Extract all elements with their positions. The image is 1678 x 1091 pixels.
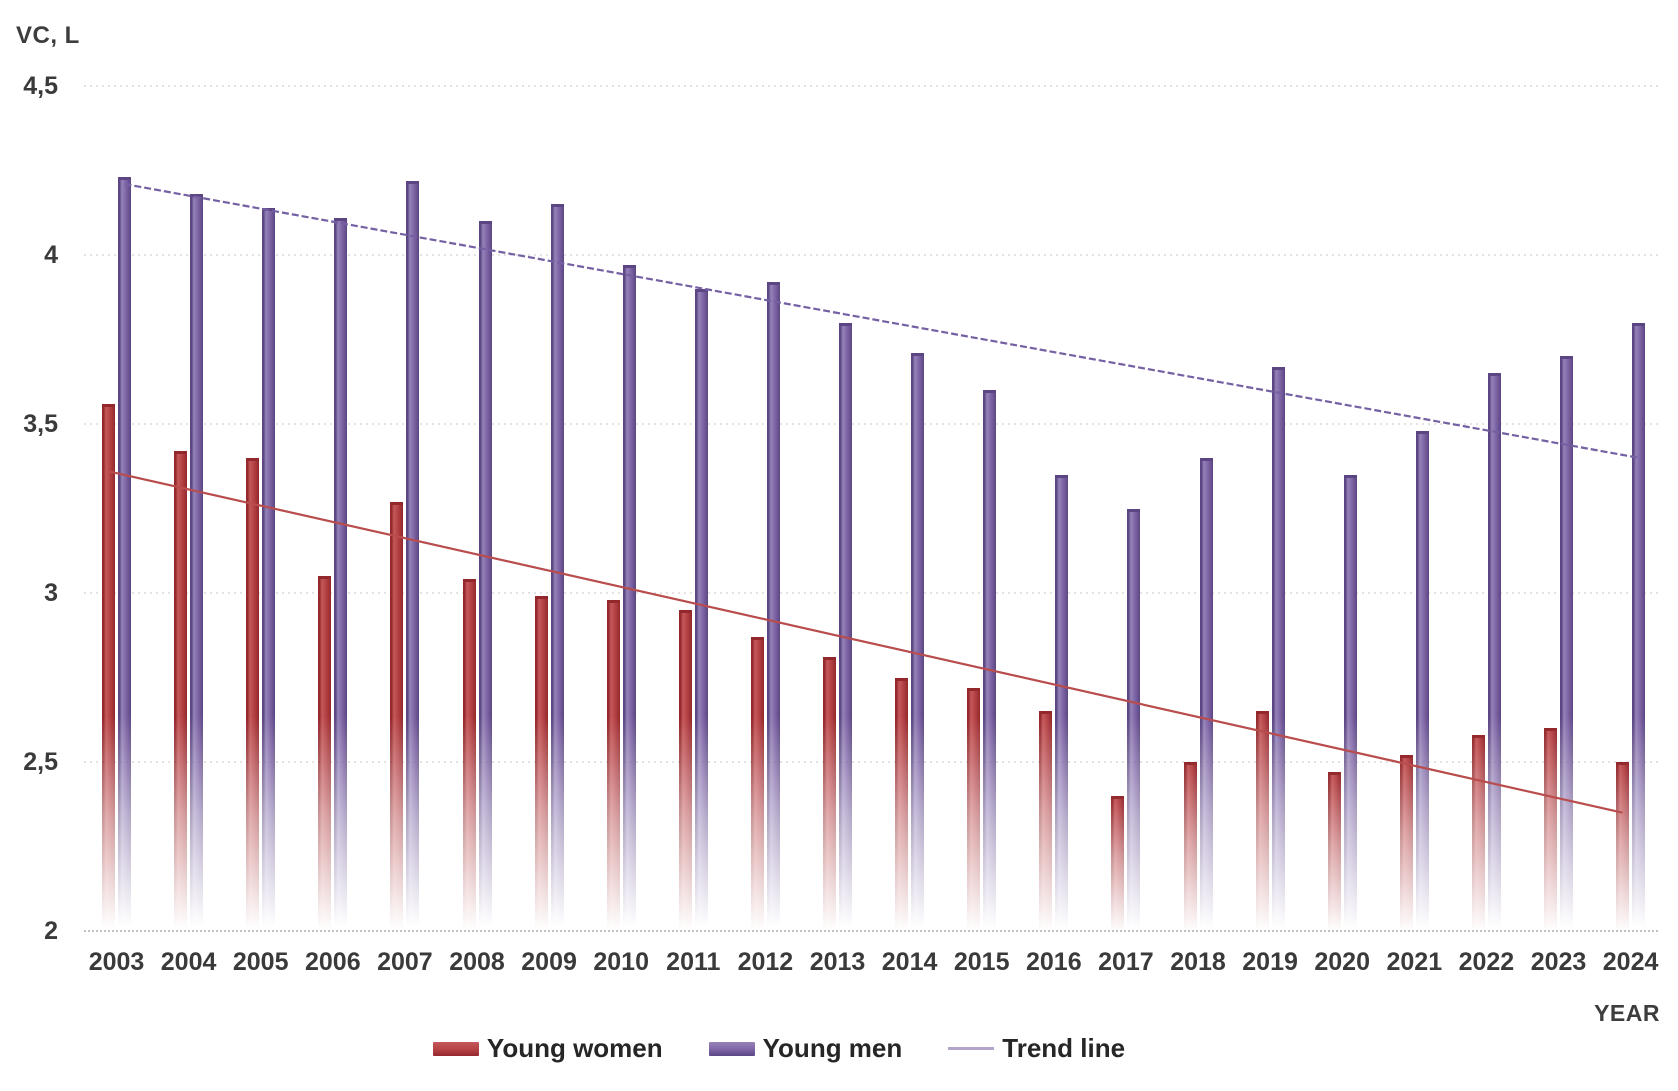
- y-tick-label: 4,5: [23, 72, 58, 100]
- bar-young-women-2019: [1255, 711, 1269, 934]
- legend-item-trend-line: Trend line: [948, 1033, 1125, 1064]
- bar-young-men-2006: [334, 217, 348, 934]
- bar-young-women-2013: [823, 657, 836, 934]
- bar-young-men-2014: [911, 353, 925, 934]
- bar-young-men-2007: [406, 180, 420, 934]
- y-tick-label: 3,5: [23, 410, 58, 438]
- bar-young-men-2016: [1055, 474, 1069, 934]
- legend-label-trend-line: Trend line: [1002, 1033, 1126, 1063]
- bar-young-women-2017: [1111, 795, 1125, 934]
- x-tick-label: 2018: [1170, 948, 1226, 976]
- bar-young-women-2023: [1544, 728, 1557, 934]
- y-tick-label: 2,5: [23, 748, 58, 776]
- bar-young-women-2003: [102, 403, 115, 934]
- x-tick-label: 2020: [1314, 948, 1370, 976]
- bar-young-men-2020: [1343, 474, 1357, 934]
- x-tick-label: 2019: [1242, 948, 1298, 976]
- y-tick-label: 4: [44, 241, 58, 269]
- x-tick-label: 2014: [881, 948, 938, 976]
- bar-young-women-2018: [1183, 762, 1197, 934]
- bar-young-women-2011: [678, 609, 692, 934]
- x-tick-label: 2005: [232, 948, 289, 976]
- trend-line-young-men: [124, 182, 1639, 459]
- bar-young-men-2009: [550, 204, 564, 934]
- bar-young-women-2007: [390, 501, 404, 934]
- bar-young-men-2012: [766, 282, 780, 934]
- young-women-color-swatch-icon: [432, 1041, 479, 1056]
- bar-young-men-2010: [622, 265, 636, 934]
- bar-young-men-2017: [1127, 508, 1141, 934]
- x-tick-label: 2008: [449, 948, 505, 976]
- x-tick-label: 2015: [953, 948, 1010, 976]
- y-axis-title: VC, L: [16, 22, 80, 49]
- bar-young-women-2014: [895, 677, 909, 934]
- x-tick-label: 2024: [1602, 948, 1659, 976]
- trend-line-swatch-icon: [948, 1047, 995, 1050]
- bar-young-men-2005: [262, 207, 276, 934]
- bar-young-women-2010: [606, 599, 620, 934]
- bar-young-men-2003: [118, 177, 131, 934]
- bar-young-women-2008: [462, 579, 476, 934]
- bar-young-men-2013: [839, 322, 852, 934]
- legend: Young women Young men Trend line: [0, 1033, 1618, 1064]
- bar-young-women-2015: [967, 687, 981, 934]
- x-tick-label: 2007: [377, 948, 433, 976]
- x-tick-label: 2021: [1386, 948, 1443, 976]
- y-tick-label: 2: [44, 917, 58, 945]
- legend-item-young-women: Young women: [432, 1033, 663, 1064]
- bar-young-men-2023: [1560, 356, 1573, 934]
- legend-label-young-men: Young men: [762, 1033, 903, 1063]
- y-tick-label: 3: [44, 579, 58, 607]
- x-tick-label: 2016: [1025, 948, 1082, 976]
- x-tick-label: 2006: [304, 948, 361, 976]
- x-tick-label: 2009: [521, 948, 577, 976]
- bar-young-men-2015: [983, 390, 997, 934]
- bar-young-men-2008: [478, 221, 492, 934]
- bar-young-men-2018: [1199, 457, 1213, 934]
- bar-young-women-2004: [174, 451, 188, 934]
- bar-young-women-2020: [1327, 772, 1341, 934]
- bar-young-women-2022: [1471, 734, 1485, 934]
- x-axis-title: YEAR: [1594, 1000, 1660, 1026]
- x-tick-label: 2012: [737, 948, 794, 976]
- legend-item-young-men: Young men: [708, 1033, 903, 1064]
- bar-young-women-2021: [1399, 755, 1413, 934]
- bar-young-men-2011: [694, 288, 708, 934]
- x-tick-label: 2017: [1098, 948, 1154, 976]
- young-men-color-swatch-icon: [708, 1041, 755, 1056]
- bar-young-women-2006: [318, 576, 332, 934]
- bar-young-women-2024: [1616, 762, 1630, 934]
- bar-young-women-2012: [750, 636, 764, 934]
- bar-young-men-2024: [1632, 322, 1646, 934]
- x-tick-label: 2003: [88, 948, 145, 976]
- bar-young-women-2005: [246, 457, 260, 934]
- bar-young-women-2009: [534, 596, 548, 934]
- bar-young-men-2022: [1487, 373, 1501, 934]
- x-tick-label: 2004: [160, 948, 217, 976]
- legend-label-young-women: Young women: [486, 1033, 663, 1063]
- bar-young-men-2021: [1415, 430, 1429, 934]
- bar-young-men-2019: [1271, 366, 1285, 934]
- x-tick-label: 2010: [593, 948, 649, 976]
- x-tick-label: 2023: [1530, 948, 1587, 976]
- x-tick-label: 2022: [1458, 948, 1515, 976]
- bar-young-men-2004: [190, 194, 204, 934]
- x-tick-label: 2013: [809, 948, 866, 976]
- bar-young-women-2016: [1039, 711, 1053, 934]
- x-tick-label: 2011: [666, 948, 721, 976]
